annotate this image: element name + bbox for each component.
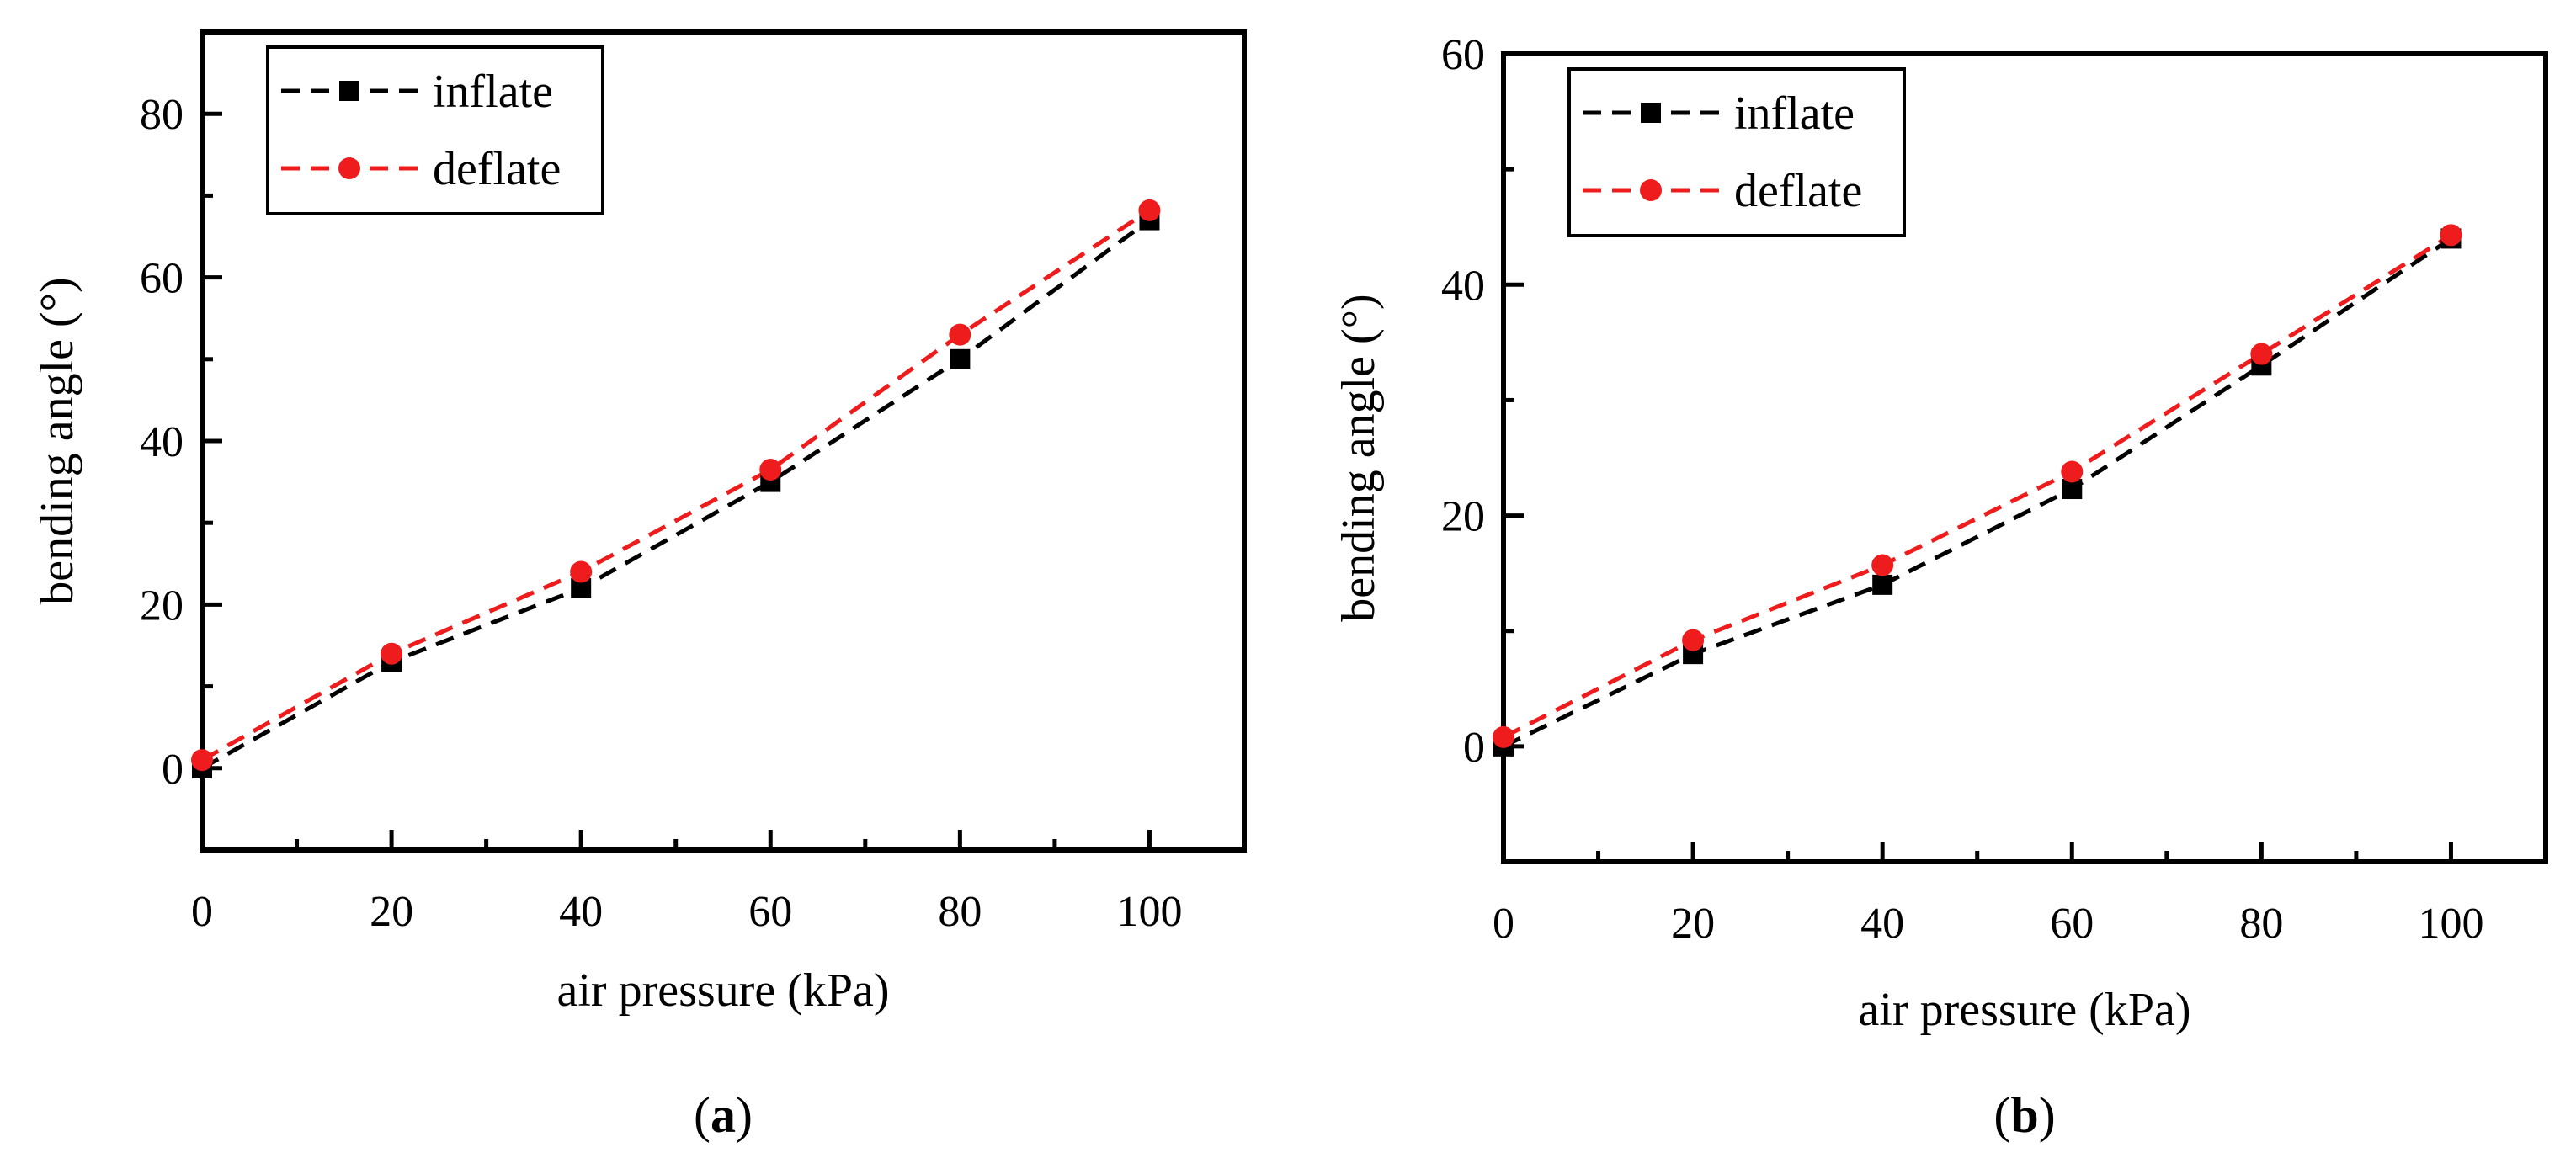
y-tick-label: 40 [140,418,184,466]
data-point-deflate [191,749,213,772]
legend-label-deflate: deflate [433,143,561,195]
y-tick-label: 0 [162,746,184,794]
y-axis-label: bending angle (°) [31,277,83,604]
data-point-deflate [1138,199,1161,221]
legend-label-deflate: deflate [1734,165,1862,217]
x-tick-label: 80 [938,888,982,936]
x-axis-label: air pressure (kPa) [557,964,890,1017]
data-point-deflate [381,642,403,665]
legend-box [266,45,604,215]
series-line-deflate [200,208,1151,762]
legend-marker-inflate [339,81,359,101]
y-tick-label: 40 [1441,262,1485,310]
x-tick-label: 60 [748,888,792,936]
data-point-deflate [1682,629,1705,651]
legend-label-inflate: inflate [1734,88,1855,140]
legend-marker-deflate [338,157,360,179]
x-tick-label: 20 [370,888,413,936]
data-point-deflate [1871,554,1894,576]
x-tick-label: 40 [559,888,603,936]
legend-box [1567,67,1906,237]
x-tick-label: 100 [2418,900,2483,948]
y-tick-label: 20 [140,582,184,629]
y-tick-label: 20 [1441,493,1485,541]
panel-caption: (a) [694,1087,753,1143]
data-point-deflate [759,459,782,481]
data-point-deflate [2250,343,2273,365]
panel-b: 0 20 40 60 80 100 0 20 40 60 air pressure (kPa) ben… [1333,31,2548,1143]
y-tick-label: 0 [1463,724,1485,772]
y-tick-label: 60 [140,255,184,303]
x-axis-label: air pressure (kPa) [1859,984,2191,1036]
y-tick-label: 60 [1441,31,1485,79]
panel-a: 0 20 40 60 80 100 0 20 40 60 80 air pressure (kPa) b… [31,29,1247,1143]
panel-caption: (b) [1993,1087,2055,1143]
plot-frame [1501,51,2548,864]
series-line-inflate [1502,236,2452,749]
x-tick-label: 60 [2050,900,2094,948]
series-line-deflate [1502,233,2452,740]
series-line-inflate [200,218,1151,770]
legend-marker-deflate [1640,179,1662,201]
legend-marker-inflate [1641,103,1661,123]
x-tick-label: 20 [1671,900,1715,948]
data-point-deflate [1493,725,1514,748]
y-tick-label: 80 [140,91,184,139]
x-tick-label: 40 [1860,900,1904,948]
x-tick-label: 0 [191,888,213,936]
data-point-deflate [2061,460,2084,483]
data-point-inflate [1872,574,1893,595]
data-point-deflate [570,560,593,583]
data-point-inflate [950,348,971,369]
data-point-deflate [949,323,971,346]
legend-label-inflate: inflate [433,66,553,118]
y-axis-label: bending angle (°) [1333,294,1385,621]
x-tick-label: 0 [1493,900,1514,948]
x-tick-label: 100 [1116,888,1182,936]
data-point-deflate [2440,224,2462,247]
x-tick-label: 80 [2239,900,2283,948]
